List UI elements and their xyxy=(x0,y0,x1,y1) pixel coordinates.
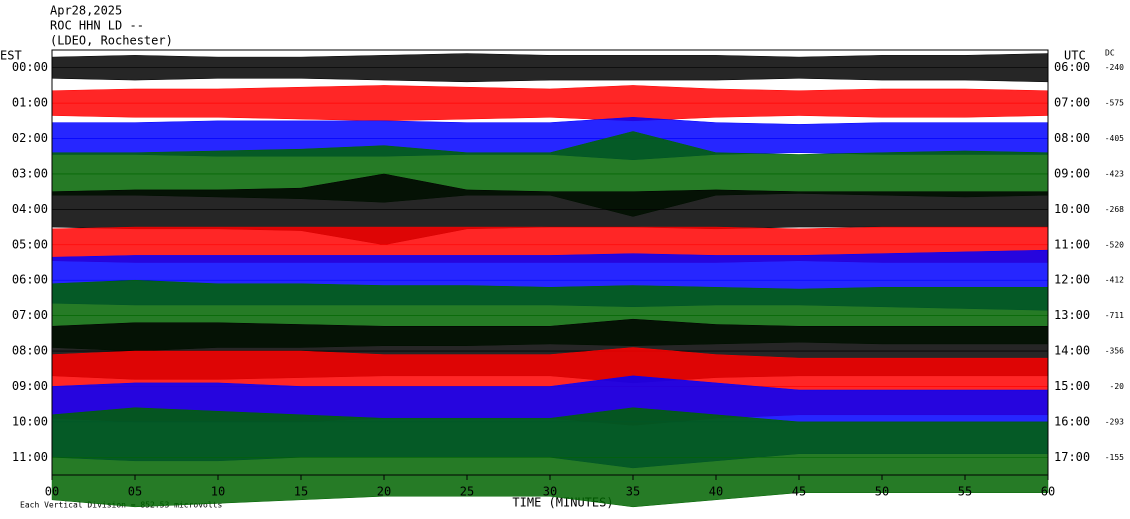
est-label: 08:00 xyxy=(12,344,48,358)
dc-label: DC xyxy=(1105,49,1115,58)
utc-label: 13:00 xyxy=(1054,308,1090,322)
est-label: 10:00 xyxy=(12,414,48,428)
utc-label: 17:00 xyxy=(1054,450,1090,464)
dc-value: -155 xyxy=(1105,453,1124,462)
trace-lower xyxy=(51,102,1049,122)
utc-label: 11:00 xyxy=(1054,237,1090,251)
x-tick-label: 05 xyxy=(128,485,142,499)
utc-label: 16:00 xyxy=(1054,414,1090,428)
utc-label: 07:00 xyxy=(1054,96,1090,110)
dc-value: -356 xyxy=(1105,347,1124,356)
x-tick-label: 45 xyxy=(792,485,806,499)
dc-value: -20 xyxy=(1110,382,1125,391)
x-tick-label: 50 xyxy=(875,485,889,499)
dc-value: -575 xyxy=(1105,99,1124,108)
trace-upper xyxy=(51,249,1049,281)
x-tick-label: 55 xyxy=(958,485,972,499)
title-line: Apr28,2025 xyxy=(50,4,122,18)
x-tick-label: 60 xyxy=(1041,485,1055,499)
right-axis-label: UTC xyxy=(1064,49,1086,63)
x-tick-label: 20 xyxy=(377,485,391,499)
dc-value: -520 xyxy=(1105,240,1124,249)
dc-value: -405 xyxy=(1105,134,1124,143)
dc-value: -240 xyxy=(1105,63,1124,72)
trace-upper xyxy=(51,53,1049,68)
left-axis-label: EST xyxy=(0,49,22,63)
trace-upper xyxy=(51,226,1049,246)
est-label: 00:00 xyxy=(12,60,48,74)
utc-label: 15:00 xyxy=(1054,379,1090,393)
utc-label: 09:00 xyxy=(1054,166,1090,180)
trace-upper xyxy=(51,279,1049,316)
trace-upper xyxy=(51,117,1049,139)
trace-upper xyxy=(51,173,1049,210)
x-tick-label: 35 xyxy=(626,485,640,499)
trace-upper xyxy=(51,131,1049,175)
trace-upper xyxy=(51,85,1049,104)
trace-upper xyxy=(51,347,1049,387)
dc-value: -268 xyxy=(1105,205,1124,214)
utc-label: 14:00 xyxy=(1054,344,1090,358)
est-label: 02:00 xyxy=(12,131,48,145)
dc-value: -423 xyxy=(1105,169,1124,178)
utc-label: 08:00 xyxy=(1054,131,1090,145)
x-tick-label: 15 xyxy=(294,485,308,499)
est-label: 05:00 xyxy=(12,237,48,251)
est-label: 06:00 xyxy=(12,273,48,287)
x-tick-label: 30 xyxy=(543,485,557,499)
x-tick-label: 40 xyxy=(709,485,723,499)
plot-area xyxy=(51,53,1049,508)
utc-label: 10:00 xyxy=(1054,202,1090,216)
est-label: 07:00 xyxy=(12,308,48,322)
utc-label: 06:00 xyxy=(1054,60,1090,74)
utc-label: 12:00 xyxy=(1054,273,1090,287)
x-tick-label: 10 xyxy=(211,485,225,499)
dc-value: -412 xyxy=(1105,276,1124,285)
trace-lower xyxy=(51,457,1049,508)
est-label: 11:00 xyxy=(12,450,48,464)
title-line: (LDEO, Rochester) xyxy=(50,34,173,48)
x-tick-label: 00 xyxy=(45,485,59,499)
trace-upper xyxy=(51,318,1049,352)
trace-upper xyxy=(51,407,1049,458)
title-line: ROC HHN LD -- xyxy=(50,19,144,33)
est-label: 04:00 xyxy=(12,202,48,216)
est-label: 03:00 xyxy=(12,166,48,180)
x-tick-label: 25 xyxy=(460,485,474,499)
trace-lower xyxy=(51,67,1049,83)
trace-upper xyxy=(51,375,1049,423)
est-label: 09:00 xyxy=(12,379,48,393)
est-label: 01:00 xyxy=(12,96,48,110)
dc-value: -293 xyxy=(1105,417,1124,426)
dc-value: -711 xyxy=(1105,311,1124,320)
